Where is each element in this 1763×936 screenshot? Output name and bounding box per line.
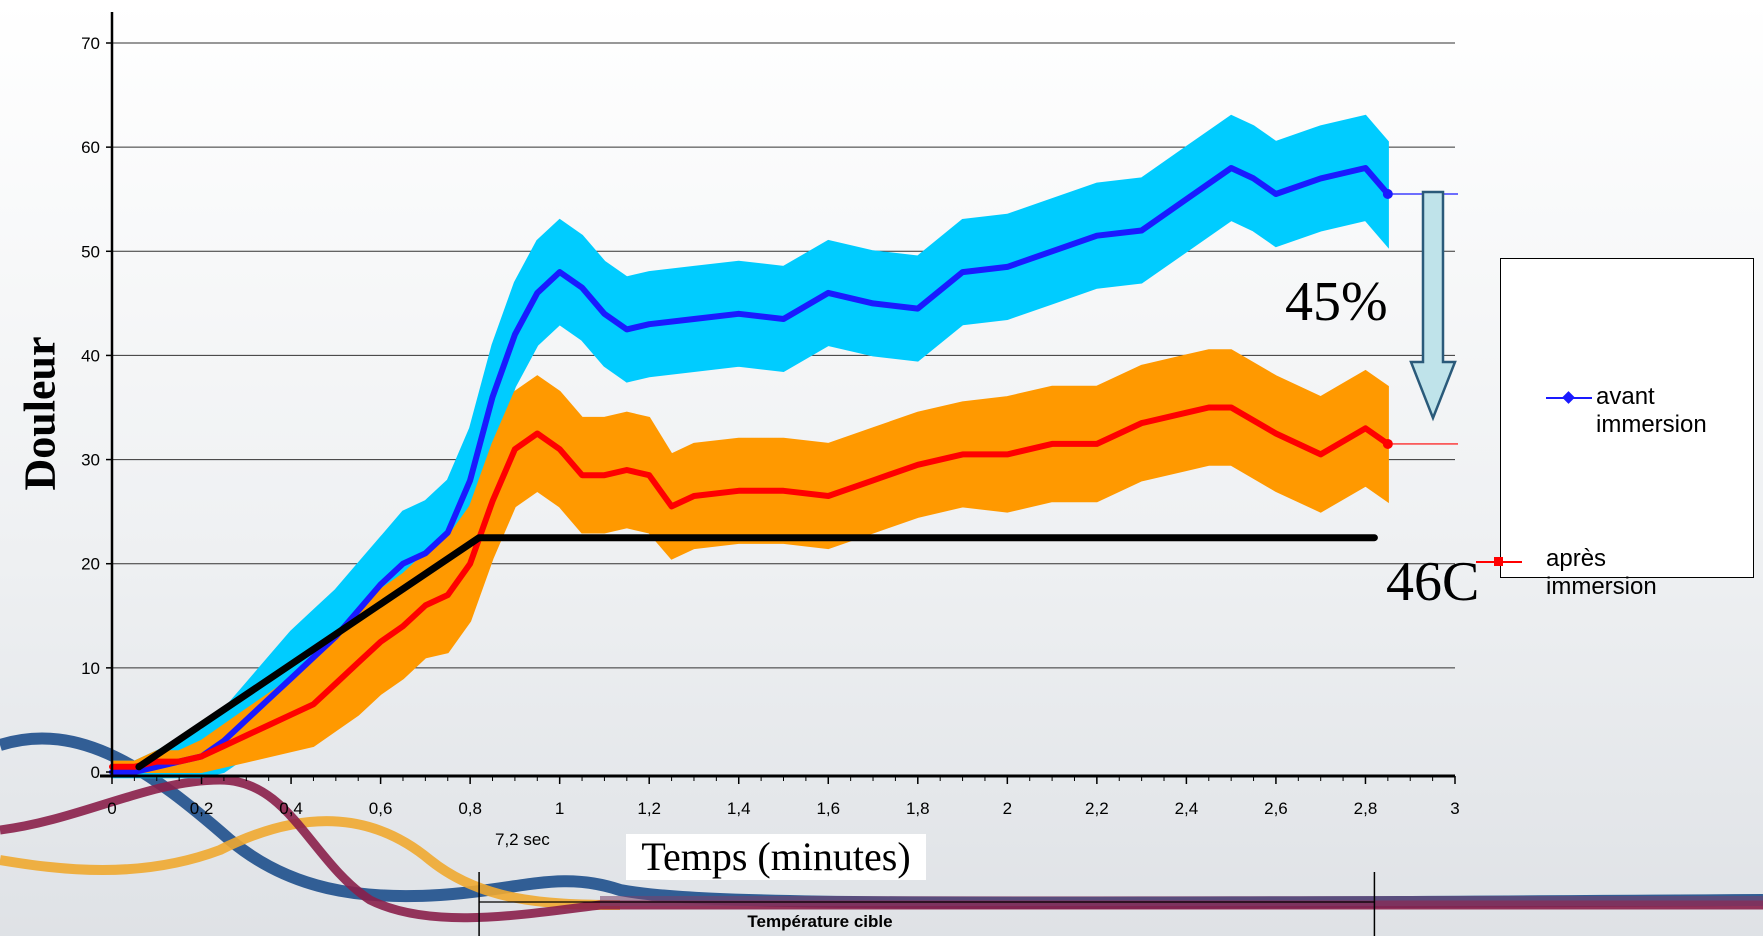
reduction-annotation: 45% (1285, 271, 1388, 333)
y-tick-label: 60 (81, 138, 100, 157)
legend-symbol-avant (1546, 391, 1592, 404)
x-tick-labels: 0 0,2 0,4 0,6 0,8 1 1,2 1,4 1,6 1,8 2 2,2 2,4 2,6 2,8 3 (107, 799, 1459, 818)
legend-label-avant: avant immersion (1596, 383, 1707, 438)
error-bands (111, 114, 1389, 779)
series-line-apres (109, 404, 1391, 770)
wave-orange (0, 816, 621, 910)
temperature-profile-line (135, 534, 1378, 771)
reduction-arrow (1409, 190, 1457, 422)
ramp-time-note: 7,2 sec (495, 830, 550, 849)
y-tick-labels: 0 10 20 30 40 50 60 70 (81, 34, 100, 782)
x-tick-label: 0,6 (369, 799, 393, 818)
y-axis-label-wrap: Douleur (10, 336, 70, 491)
x-tick-label: 2,8 (1354, 799, 1378, 818)
wave-maroon (0, 775, 1763, 923)
legend-label-apres: après immersion (1546, 545, 1657, 600)
y-tick-label: 10 (81, 659, 100, 678)
x-tick-label: 2,2 (1085, 799, 1109, 818)
x-tick-label: 2,4 (1175, 799, 1199, 818)
y-tick-label: 30 (81, 451, 100, 470)
x-tick-label: 1,4 (727, 799, 751, 818)
y-tick-label: 0 (91, 763, 100, 782)
axes (100, 12, 1456, 784)
y-tick-label: 40 (81, 346, 100, 365)
x-tick-label: 2,6 (1264, 799, 1288, 818)
x-tick-label: 2 (1003, 799, 1012, 818)
series-line-avant (109, 165, 1391, 775)
x-tick-label: 1,6 (816, 799, 840, 818)
bottom-band (600, 896, 1763, 906)
x-tick-label: 0 (107, 799, 116, 818)
y-axis-label: Douleur (15, 336, 65, 491)
x-tick-label: 3 (1450, 799, 1459, 818)
x-axis-label: Temps (minutes) (626, 834, 926, 880)
y-tick-label: 50 (81, 242, 100, 261)
x-tick-label: 1,8 (906, 799, 930, 818)
x-tick-label: 0,4 (279, 799, 303, 818)
y-tick-label: 70 (81, 34, 100, 53)
x-tick-label: 1 (555, 799, 564, 818)
annotation-marks (478, 190, 1457, 936)
x-tick-label: 0,8 (458, 799, 482, 818)
x-tick-label: 1,2 (637, 799, 661, 818)
series-lines (109, 165, 1458, 775)
y-tick-label: 20 (81, 555, 100, 574)
x-tick-label: 0,2 (190, 799, 214, 818)
legend: avant immersion après immersion (1476, 258, 1754, 600)
legend-symbol-apres (1476, 557, 1522, 566)
temperature-annotation: 46C (1386, 551, 1480, 613)
target-temperature-label: Température cible (747, 912, 893, 931)
